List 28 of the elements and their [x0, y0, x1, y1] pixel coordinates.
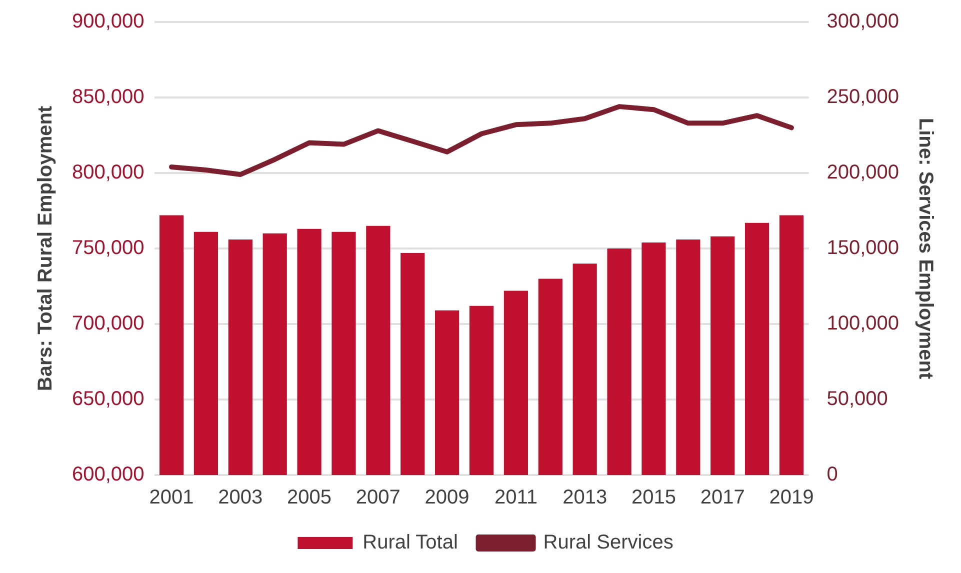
x-tick-label: 2019 [769, 486, 814, 509]
x-tick-label: 2001 [149, 486, 194, 509]
y-axis-title: Bars: Total Rural Employment [34, 106, 57, 392]
y-tick-label: 900,000 [72, 10, 144, 33]
legend-label: Rural Services [543, 532, 674, 554]
y2-tick-label: 100,000 [826, 312, 899, 335]
x-tick-label: 2011 [494, 486, 538, 509]
x-tick-label: 2009 [424, 486, 470, 509]
x-tick-label: 2003 [218, 486, 263, 509]
y-tick-label: 650,000 [72, 388, 144, 410]
y-tick-label: 800,000 [72, 162, 144, 184]
y2-tick-label: 150,000 [826, 237, 899, 260]
y2-tick-label: 250,000 [826, 86, 899, 108]
x-tick-label: 2007 [356, 486, 400, 509]
x-tick-label: 2005 [287, 486, 332, 509]
y2-tick-label: 0 [826, 464, 838, 486]
y2-tick-label: 50,000 [826, 388, 888, 410]
y-tick-label: 750,000 [72, 237, 144, 260]
legend-label: Rural Total [362, 532, 458, 554]
x-tick-label: 2017 [700, 486, 745, 509]
y2-axis-title: Line: Services Employment [914, 118, 936, 380]
y2-tick-label: 300,000 [826, 10, 899, 33]
y-tick-label: 700,000 [72, 312, 144, 335]
x-tick-label: 2013 [562, 486, 608, 509]
y-tick-label: 850,000 [72, 86, 144, 108]
y2-tick-label: 200,000 [826, 162, 899, 184]
y-tick-label: 600,000 [72, 464, 144, 486]
x-tick-label: 2015 [631, 486, 676, 509]
